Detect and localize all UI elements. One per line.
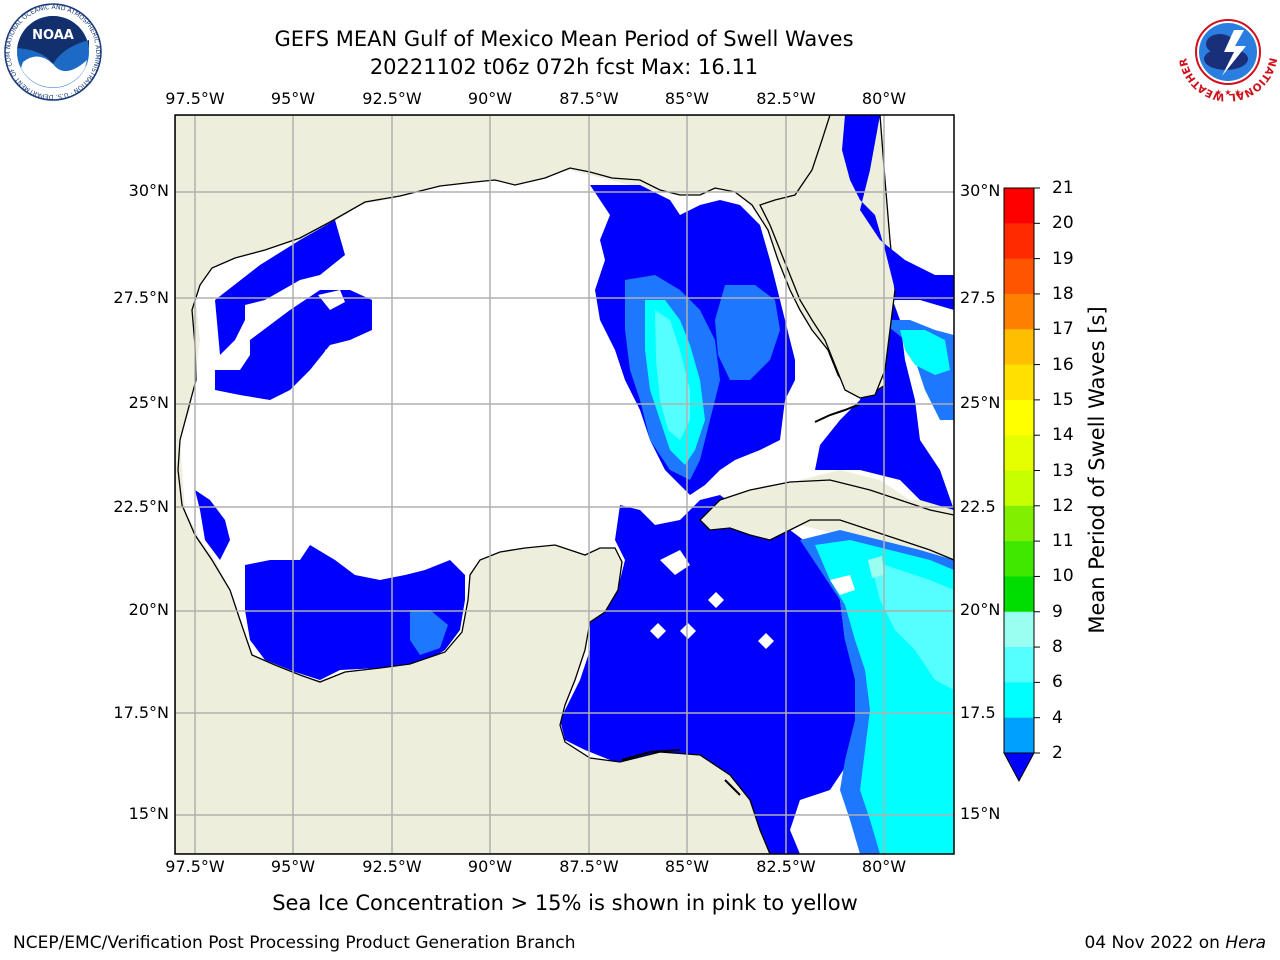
atlantic-swell [842, 115, 954, 300]
colorbar-tick-label: 4 [1052, 707, 1063, 728]
colorbar-tick-label: 6 [1052, 672, 1063, 693]
colorbar-segment [1004, 647, 1034, 683]
colorbar-segment [1004, 329, 1034, 366]
lat-label-left: 30°N [128, 181, 169, 200]
lon-label-top: 85°W [664, 89, 710, 108]
colorbar [1003, 187, 1040, 783]
lat-label-left: 17.5°N [113, 703, 169, 722]
footer-credit: NCEP/EMC/Verification Post Processing Pr… [13, 933, 576, 953]
lon-label-bottom: 92.5°W [362, 857, 422, 876]
lon-label-top: 87.5°W [559, 89, 619, 108]
nws-logo: NATIONAL WEATHER SERVICE ★ ★ ★ [1178, 2, 1278, 102]
sea-ice-note: Sea Ice Concentration > 15% is shown in … [272, 891, 858, 915]
lat-label-left: 22.5°N [113, 497, 169, 516]
lon-label-bottom: 97.5°W [165, 857, 225, 876]
lat-label-left: 15°N [128, 804, 169, 823]
colorbar-tick-label: 2 [1052, 743, 1063, 763]
colorbar-tick-label: 17 [1052, 319, 1074, 340]
lat-label-right: 22.5 [960, 497, 996, 516]
colorbar-tick-label: 12 [1052, 495, 1074, 516]
colorbar-segment [1004, 717, 1034, 754]
lon-label-bottom: 80°W [861, 857, 907, 876]
colorbar-tick-label: 19 [1052, 248, 1074, 269]
lat-label-right: 27.5 [960, 288, 996, 307]
lon-label-top: 92.5°W [362, 89, 422, 108]
colorbar-extension [1003, 752, 1035, 783]
colorbar-segment [1004, 223, 1034, 260]
colorbar-tick-label: 18 [1052, 283, 1074, 304]
lon-label-top: 97.5°W [165, 89, 225, 108]
lon-label-top: 95°W [270, 89, 316, 108]
footer-date-text: 04 Nov 2022 on [1084, 933, 1226, 953]
lat-label-left: 20°N [128, 600, 169, 619]
lon-label-bottom: 95°W [270, 857, 316, 876]
lat-label-right: 17.5 [960, 703, 996, 722]
colorbar-tick-label: 20 [1052, 213, 1074, 234]
noaa-logo-text: NOAA [32, 28, 74, 43]
lat-label-left: 27.5°N [113, 288, 169, 307]
colorbar-segment [1004, 611, 1034, 648]
graticule [175, 115, 954, 854]
lat-label-right: 20°N [960, 600, 1001, 619]
colorbar-tick-label: 10 [1052, 566, 1074, 587]
colorbar-segment [1004, 576, 1034, 613]
colorbar-tick-label: 14 [1052, 425, 1074, 446]
map-subtitle: 20221102 t06z 072h fcst Max: 16.11 [369, 55, 759, 79]
colorbar-tick-label: 21 [1052, 178, 1074, 198]
lat-label-left: 25°N [128, 393, 169, 412]
map-frame [174, 114, 955, 855]
noaa-logo: NATIONAL OCEANIC AND ATMOSPHERIC ADMINIS… [3, 2, 102, 101]
colorbar-segment [1004, 399, 1034, 436]
colorbar-tick-label: 8 [1052, 637, 1063, 658]
no-data-specks [210, 290, 855, 649]
swell-field-8-9s [655, 310, 954, 690]
lat-label-right: 15°N [960, 804, 1001, 823]
colorbar-tick-label: 9 [1052, 601, 1063, 622]
swell-field-9-10s [868, 556, 884, 578]
nws-stars: ★ ★ ★ [1215, 88, 1242, 97]
lon-label-top: 90°W [467, 89, 513, 108]
colorbar-segment [1004, 435, 1034, 471]
colorbar-segment [1004, 364, 1034, 401]
footer-date: 04 Nov 2022 on Hera [1084, 933, 1266, 953]
lat-label-right: 30°N [960, 181, 1001, 200]
colorbar-tick-label: 15 [1052, 389, 1074, 410]
colorbar-tick-label: 13 [1052, 460, 1074, 481]
colorbar-segment [1004, 293, 1034, 330]
lon-label-top: 80°W [861, 89, 907, 108]
map-title: GEFS MEAN Gulf of Mexico Mean Period of … [274, 27, 854, 51]
cuba [699, 479, 954, 561]
lon-label-bottom: 85°W [664, 857, 710, 876]
map-field [175, 115, 954, 854]
colorbar-title: Mean Period of Swell Waves [s] [1085, 306, 1109, 634]
colorbar-segment [1004, 541, 1034, 577]
lon-label-bottom: 90°W [467, 857, 513, 876]
colorbar-tick-label: 16 [1052, 354, 1074, 375]
lon-label-bottom: 87.5°W [559, 857, 619, 876]
colorbar-segment [1004, 682, 1034, 719]
colorbar-segment [1004, 188, 1034, 224]
footer-host: Hera [1225, 933, 1266, 953]
lon-label-top: 82.5°W [756, 89, 816, 108]
colorbar-segment [1004, 470, 1034, 507]
lat-label-right: 25°N [960, 393, 1001, 412]
lon-label-bottom: 82.5°W [756, 857, 816, 876]
colorbar-tick-label: 11 [1052, 531, 1074, 552]
keys-and-islands [621, 403, 861, 796]
colorbar-segment [1004, 258, 1034, 295]
colorbar-segment [1004, 505, 1034, 542]
